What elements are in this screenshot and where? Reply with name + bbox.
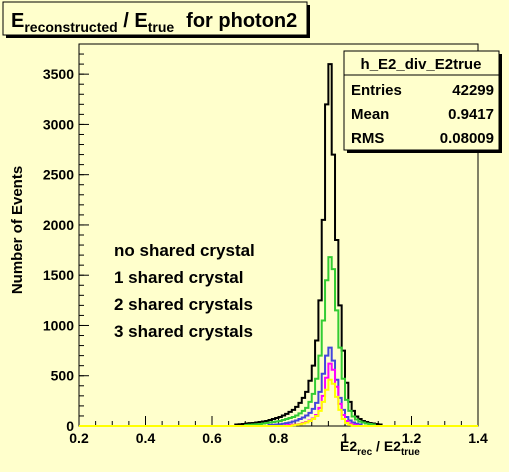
stats-mean-value: 0.9417 <box>448 106 494 123</box>
stats-rms-value: 0.08009 <box>440 130 494 147</box>
histogram-bin <box>348 425 351 426</box>
histogram-series-4 <box>79 378 478 427</box>
y-tick-label: 3500 <box>43 66 74 82</box>
chart-title: Ereconstructed / Etrue for photon2 <box>11 10 297 35</box>
histogram-bin <box>345 423 348 426</box>
histogram-series-1 <box>79 256 478 427</box>
histogram-bin <box>325 390 328 426</box>
histogram-series-2 <box>79 346 478 427</box>
x-tick-label: 1 <box>341 430 349 446</box>
y-tick-label: 1000 <box>43 317 74 333</box>
x-tick-label: 1.2 <box>402 430 422 446</box>
stats-name: h_E2_div_E2true <box>361 56 482 73</box>
x-axis-label: E2rec / E2true <box>340 438 420 458</box>
legend-3-shared: 3 shared crystals <box>114 322 253 341</box>
histogram-bin <box>302 423 305 426</box>
y-tick-label: 1500 <box>43 267 74 283</box>
histogram-bin <box>332 384 335 426</box>
x-tick-label: 0.6 <box>202 430 222 446</box>
stats-rms-label: RMS <box>351 130 384 147</box>
title-tail: for photon2 <box>186 10 297 32</box>
histogram-bin <box>328 380 331 426</box>
legend-1-shared: 1 shared crystal <box>114 268 243 287</box>
xlabel-a-sub: rec <box>357 447 372 458</box>
title-e1-sub: reconstructed <box>24 19 117 35</box>
histogram-bin <box>305 422 308 426</box>
title-box <box>2 1 308 36</box>
y-tick-label: 500 <box>51 368 75 384</box>
title-slash: / <box>118 10 135 32</box>
legend-no-shared: no shared crystal <box>114 241 255 260</box>
y-tick-label: 2000 <box>43 217 74 233</box>
histogram-bin <box>312 419 315 426</box>
xlabel-b: E2 <box>384 438 401 454</box>
histogram-bin <box>292 425 295 426</box>
histogram-bin <box>298 424 301 426</box>
xlabel-b-sub: true <box>401 447 420 458</box>
histogram-bin <box>342 419 345 426</box>
title-e2: E <box>134 10 147 32</box>
stats-entries-label: Entries <box>351 82 402 99</box>
axis-ticks: 0.2 0.4 0.6 0.8 1 1.2 1.4 0 500 1000 1500 2000 2500 3… <box>43 43 488 446</box>
xlabel-slash: / <box>372 438 384 454</box>
xlabel-a: E2 <box>340 438 357 454</box>
y-tick-label: 3000 <box>43 116 74 132</box>
stats-box <box>343 50 500 151</box>
histogram-bin <box>315 416 318 426</box>
histogram-bin <box>322 402 325 426</box>
title-e1: E <box>11 10 24 32</box>
histogram-bin <box>295 425 298 426</box>
stats-mean-label: Mean <box>351 106 389 123</box>
x-tick-label: 0.2 <box>69 430 89 446</box>
x-tick-label: 1.4 <box>468 430 488 446</box>
y-axis-label: Number of Events <box>9 166 26 294</box>
x-tick-label: 0.4 <box>136 430 156 446</box>
x-tick-label: 0.8 <box>269 430 289 446</box>
y-tick-label: 2500 <box>43 167 74 183</box>
stats-entries-value: 42299 <box>452 82 494 99</box>
histograms <box>79 63 478 427</box>
histogram-bin <box>335 397 338 426</box>
histogram-bin <box>338 410 341 426</box>
histogram-bin <box>318 411 321 426</box>
histogram-bin <box>308 421 311 426</box>
title-e2-sub: true <box>148 19 175 35</box>
legend-2-shared: 2 shared crystals <box>114 295 253 314</box>
y-tick-label: 0 <box>66 418 74 434</box>
